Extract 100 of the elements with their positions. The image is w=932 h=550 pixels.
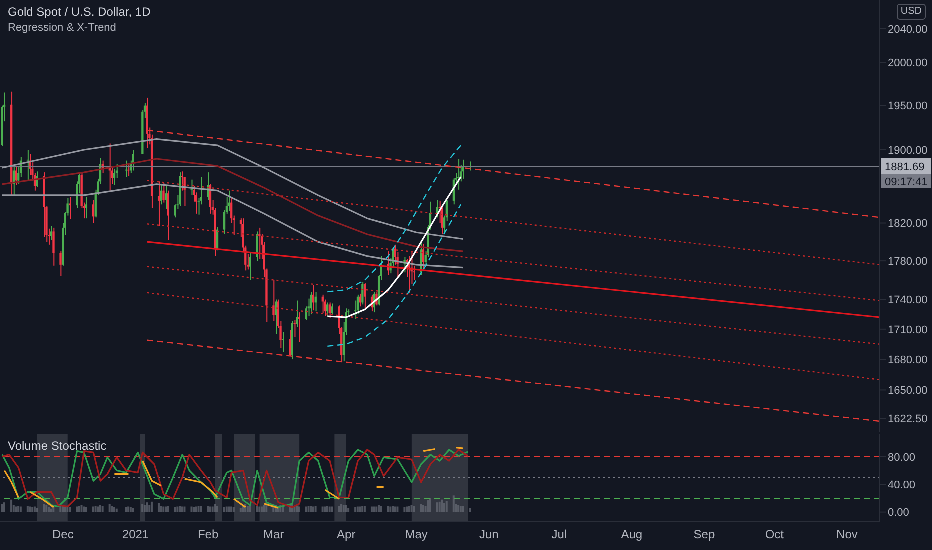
bar: [158, 503, 160, 512]
candlestick: [282, 332, 284, 352]
bar: [324, 506, 326, 512]
bar: [26, 506, 29, 512]
bar: [108, 504, 111, 512]
bar: [4, 502, 6, 512]
x-tick-label: Mar: [263, 528, 284, 542]
x-tick-label: Aug: [621, 528, 643, 542]
bar: [427, 500, 430, 512]
bar: [181, 506, 184, 512]
bar: [148, 505, 151, 512]
x-tick-label: Feb: [198, 528, 219, 542]
candlestick: [69, 197, 72, 220]
bar: [198, 506, 200, 512]
bar: [240, 508, 242, 512]
text: Volume Stochastic: [8, 438, 107, 454]
bar: [174, 507, 176, 512]
bar: [144, 505, 146, 512]
bar: [338, 506, 340, 512]
bar: [260, 506, 263, 512]
line-series: [2, 138, 464, 240]
bar: [200, 506, 202, 512]
bar: [345, 505, 348, 512]
bar: [92, 506, 94, 512]
bar: [1, 504, 4, 512]
bar: [452, 496, 455, 512]
bar: [150, 502, 153, 512]
y-tick-label: 1650.00: [888, 385, 928, 398]
bar: [34, 506, 36, 512]
y-tick-label: 1710.00: [888, 324, 928, 336]
y-tick-label: 1680.00: [888, 354, 928, 366]
bar: [396, 506, 399, 512]
y-tick-label: 1740.00: [888, 294, 928, 307]
bar: [116, 508, 118, 512]
line-series: [327, 144, 462, 293]
bar: [242, 506, 244, 512]
y-tick-label: 2000.00: [888, 58, 928, 70]
bar: [380, 506, 382, 512]
y-tick-label: 0.00: [888, 507, 910, 520]
x-tick-label: 2021: [122, 528, 150, 542]
bar: [162, 506, 165, 512]
bar: [94, 506, 97, 512]
candlestick: [294, 320, 296, 338]
text: 09:17:41: [885, 176, 928, 188]
x-tick-label: Dec: [52, 528, 74, 542]
bar: [193, 507, 196, 512]
y-tick-label: 1622.50: [888, 414, 928, 426]
bar: [394, 506, 396, 512]
line-series: [2, 158, 464, 252]
bar: [207, 506, 210, 512]
bar: [305, 506, 308, 512]
bar: [125, 507, 128, 512]
x-tick-label: Jul: [552, 528, 568, 542]
bar: [436, 502, 438, 512]
bar: [446, 501, 448, 512]
ref-line-label: 1881.69: [885, 162, 925, 174]
bar: [15, 506, 18, 512]
bar: [10, 500, 13, 512]
bar: [408, 506, 410, 512]
bar: [69, 507, 72, 512]
bar: [184, 506, 186, 512]
bar: [20, 506, 22, 512]
bar: [142, 504, 144, 512]
bar: [165, 506, 167, 512]
text: USD: [896, 4, 926, 20]
text: Regression & X-Trend: [8, 21, 118, 36]
bar: [387, 506, 390, 512]
x-tick-label: Sep: [694, 528, 716, 542]
bar: [246, 506, 249, 512]
bar: [322, 506, 324, 512]
bar: [328, 506, 331, 512]
x-tick-label: Nov: [836, 528, 858, 542]
bar: [85, 507, 88, 512]
bar: [32, 507, 34, 512]
x-tick-label: Apr: [337, 528, 356, 542]
bar: [102, 506, 104, 512]
bar: [190, 506, 193, 512]
bar: [249, 505, 252, 512]
bar: [296, 506, 298, 512]
bar: [232, 507, 235, 512]
bar: [36, 508, 38, 512]
x-tick-label: Jun: [479, 528, 499, 542]
bar: [308, 506, 310, 512]
bar: [195, 506, 198, 512]
y-tick-label: 1820.00: [888, 218, 928, 230]
bar: [226, 506, 228, 512]
y-tick-label: 2040.00: [888, 24, 928, 36]
x-tick-label: May: [405, 528, 428, 542]
bar: [364, 506, 366, 512]
candlestick: [298, 312, 301, 342]
bar: [212, 506, 214, 512]
chart-title: Gold Spot / U.S. Dollar, 1D: [8, 4, 151, 20]
bar: [43, 504, 46, 512]
bar: [376, 506, 378, 512]
bar: [298, 506, 300, 512]
bar: [354, 507, 357, 512]
y-tick-label: 1950.00: [888, 100, 928, 113]
bar: [230, 506, 233, 512]
bar: [114, 507, 116, 512]
y-tick-label: 1780.00: [888, 256, 928, 268]
